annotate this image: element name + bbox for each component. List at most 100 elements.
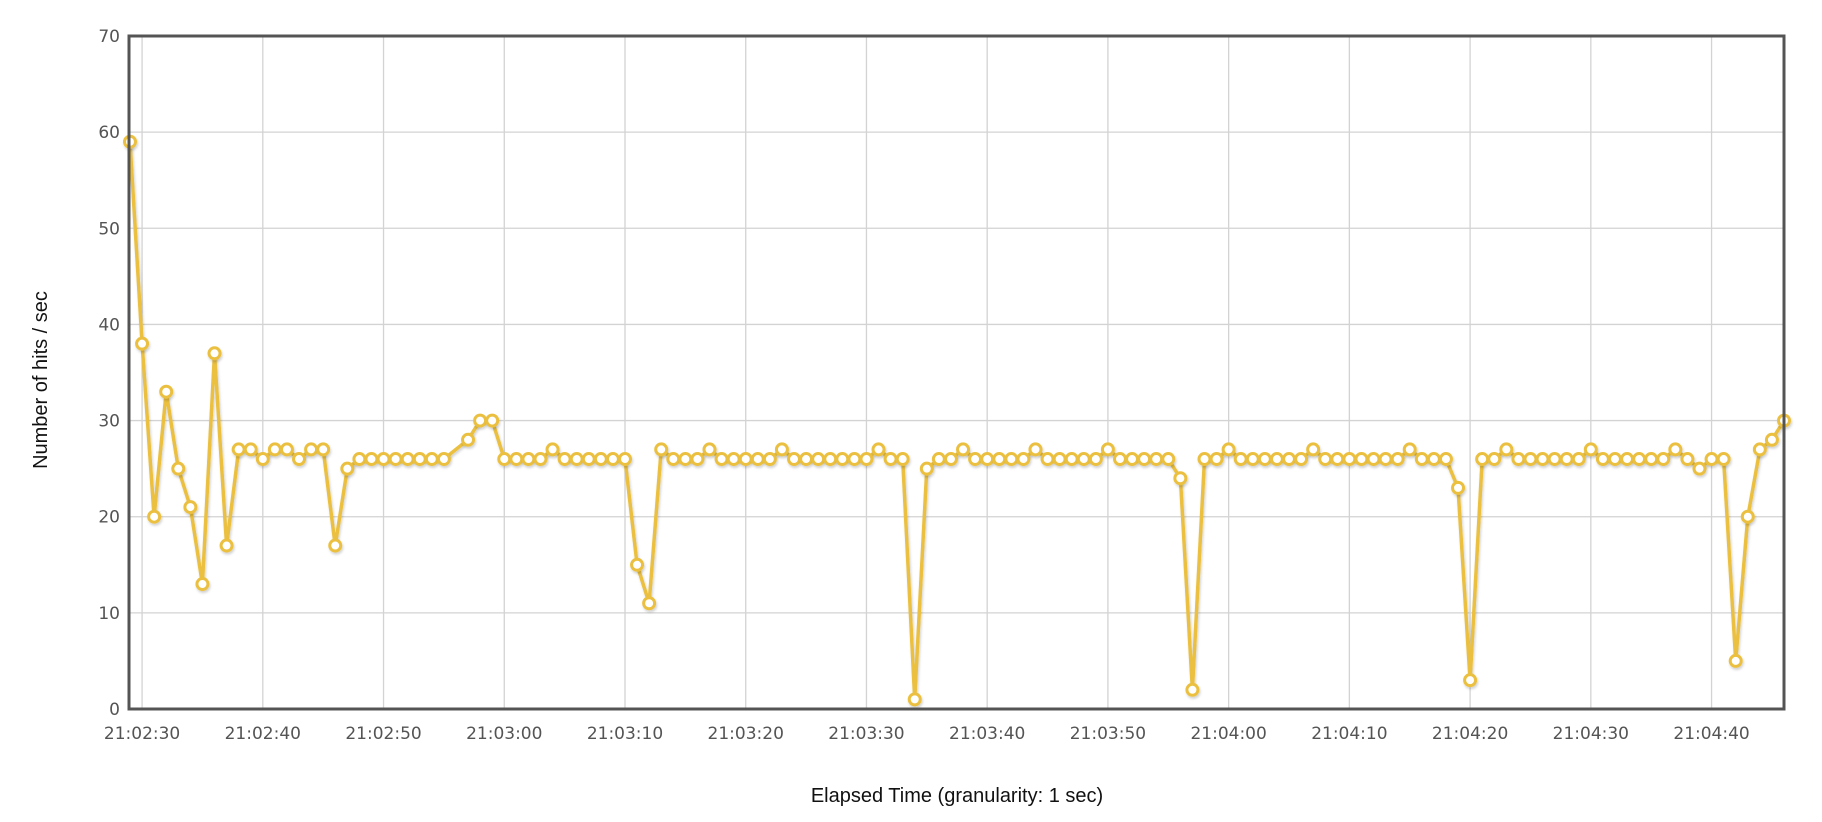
x-tick-label: 21:04:20 (1432, 724, 1508, 744)
data-point (376, 452, 391, 467)
data-point (1282, 452, 1297, 467)
y-tick-label: 20 (98, 508, 120, 528)
data-point (1088, 452, 1103, 467)
data-point (943, 452, 958, 467)
data-point (1426, 452, 1441, 467)
y-tick-label: 30 (98, 412, 120, 432)
data-point (774, 442, 789, 457)
x-tick-label: 21:04:30 (1553, 724, 1629, 744)
data-point (1125, 452, 1140, 467)
data-point (919, 461, 934, 476)
data-point (340, 461, 355, 476)
data-point (159, 384, 174, 399)
data-point (1632, 452, 1647, 467)
data-point (195, 577, 210, 592)
x-tick-label: 21:02:40 (225, 724, 301, 744)
data-point (1390, 452, 1405, 467)
data-point (533, 452, 548, 467)
x-tick-label: 21:03:40 (949, 724, 1025, 744)
data-point (1728, 653, 1743, 668)
data-point (823, 452, 838, 467)
x-tick-label: 21:02:30 (104, 724, 180, 744)
data-point (1137, 452, 1152, 467)
data-point (1221, 442, 1236, 457)
data-point (750, 452, 765, 467)
data-point (1740, 509, 1755, 524)
data-point (1414, 452, 1429, 467)
data-point (1076, 452, 1091, 467)
data-point (1378, 452, 1393, 467)
x-tick-label: 21:03:00 (466, 724, 542, 744)
data-point (1607, 452, 1622, 467)
data-point (1595, 452, 1610, 467)
data-point (147, 509, 162, 524)
data-point (1620, 452, 1635, 467)
data-point (871, 442, 886, 457)
data-point (1257, 452, 1272, 467)
data-point (1523, 452, 1538, 467)
data-point (581, 452, 596, 467)
data-point (1342, 452, 1357, 467)
data-point (1511, 452, 1526, 467)
data-point (617, 452, 632, 467)
x-tick-label: 21:02:50 (345, 724, 421, 744)
data-point (1318, 452, 1333, 467)
x-tick-label: 21:03:30 (828, 724, 904, 744)
data-point (1644, 452, 1659, 467)
data-point (1499, 442, 1514, 457)
data-point (907, 692, 922, 707)
data-point (1752, 442, 1767, 457)
y-tick-label: 10 (98, 604, 120, 624)
data-point (980, 452, 995, 467)
data-point (714, 452, 729, 467)
data-point (1716, 452, 1731, 467)
data-point (1040, 452, 1055, 467)
data-point (424, 452, 439, 467)
data-point (883, 452, 898, 467)
data-point (219, 538, 234, 553)
data-point (328, 538, 343, 553)
data-point (267, 442, 282, 457)
data-point (968, 452, 983, 467)
data-point (436, 452, 451, 467)
data-point (1197, 452, 1212, 467)
x-tick-label: 21:04:40 (1673, 724, 1749, 744)
y-tick-label: 60 (98, 123, 120, 143)
x-tick-label: 21:04:10 (1311, 724, 1387, 744)
data-point (1704, 452, 1719, 467)
data-point (183, 500, 198, 515)
data-point (605, 452, 620, 467)
data-point (292, 452, 307, 467)
data-point (207, 346, 222, 361)
data-point (400, 452, 415, 467)
data-point (1354, 452, 1369, 467)
x-axis-label: Elapsed Time (granularity: 1 sec) (811, 785, 1103, 807)
data-point (557, 452, 572, 467)
series-hits (123, 134, 1791, 707)
data-point (545, 442, 560, 457)
data-point (1185, 682, 1200, 697)
data-point (135, 336, 150, 351)
data-point (473, 413, 488, 428)
data-point (1004, 452, 1019, 467)
data-point (835, 452, 850, 467)
data-point (497, 452, 512, 467)
x-tick-label: 21:03:20 (708, 724, 784, 744)
data-point (352, 452, 367, 467)
data-point (654, 442, 669, 457)
data-point (1402, 442, 1417, 457)
data-point (485, 413, 500, 428)
data-point (1209, 452, 1224, 467)
data-point (279, 442, 294, 457)
data-point (388, 452, 403, 467)
data-point (1245, 452, 1260, 467)
x-tick-label: 21:03:50 (1070, 724, 1146, 744)
data-point (956, 442, 971, 457)
data-point (630, 557, 645, 572)
data-point (231, 442, 246, 457)
data-point (1692, 461, 1707, 476)
data-point (1559, 452, 1574, 467)
data-point (702, 442, 717, 457)
data-point (1016, 452, 1031, 467)
